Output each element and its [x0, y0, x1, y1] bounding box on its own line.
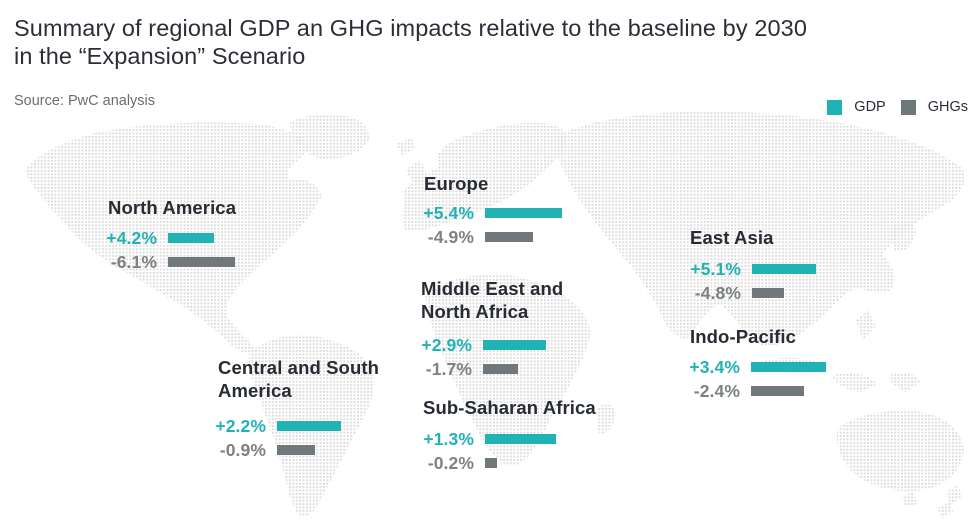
continent-australia [836, 410, 964, 492]
continent-greenland [290, 114, 370, 160]
gdp-value: +4.2% [106, 227, 157, 248]
gdp-row: +5.1% [687, 257, 816, 281]
ghg-row: -6.1% [85, 250, 236, 274]
gdp-bar [483, 340, 546, 350]
title-line-1: Summary of regional GDP an GHG impacts r… [14, 15, 807, 41]
gdp-value: +2.9% [421, 334, 472, 355]
region-north-america: North America +4.2% -6.1% [85, 196, 236, 274]
gdp-row: +3.4% [686, 355, 826, 379]
gdp-swatch-icon [827, 99, 843, 115]
gdp-bar [168, 233, 214, 243]
continent-europe [402, 122, 567, 231]
region-title: Europe [424, 173, 489, 194]
island-tasmania [902, 492, 917, 507]
legend-gdp-label: GDP [854, 99, 886, 115]
ghg-row: -1.7% [418, 357, 581, 381]
gdp-row: +2.2% [212, 414, 386, 438]
region-europe: Europe +5.4% -4.9% [420, 172, 562, 249]
island-madagascar [596, 403, 616, 434]
gdp-bar [751, 362, 826, 372]
gdp-value: +1.3% [423, 428, 474, 449]
region-title: North America [108, 197, 237, 218]
gdp-row: +2.9% [418, 333, 581, 357]
ghg-value: -4.9% [427, 226, 474, 247]
ghg-bar [277, 445, 315, 455]
region-title: Middle East and North Africa [421, 278, 564, 322]
island-iceland [396, 138, 416, 155]
region-title: East Asia [690, 227, 774, 248]
ghg-value: -0.9% [219, 439, 266, 460]
source-note: Source: PwC analysis [14, 93, 156, 109]
island-indonesia-east [832, 373, 878, 392]
continent-asia [555, 111, 965, 346]
region-indo-pacific: Indo-Pacific +3.4% -2.4% [686, 325, 826, 403]
ghg-row: -0.2% [420, 451, 596, 475]
legend-item-gdp: GDP [827, 99, 886, 115]
island-new-zealand-north [946, 485, 962, 505]
ghg-value: -4.8% [694, 282, 741, 303]
region-central-south-america: Central and South America +2.2% -0.9% [212, 356, 386, 462]
gdp-bar [277, 421, 341, 431]
ghg-value: -1.7% [425, 358, 472, 379]
ghg-bar [168, 257, 235, 267]
island-new-guinea [888, 372, 920, 392]
gdp-bar [485, 208, 562, 218]
island-japan [893, 221, 916, 252]
ghg-value: -0.2% [427, 452, 474, 473]
region-east-asia: East Asia +5.1% -4.8% [687, 226, 816, 305]
gdp-row: +1.3% [420, 427, 596, 451]
ghg-swatch-icon [900, 99, 916, 115]
ghg-row: -4.8% [687, 281, 816, 305]
title-line-2: in the “Expansion” Scenario [14, 43, 306, 69]
gdp-value: +5.1% [690, 258, 741, 279]
ghg-row: -2.4% [686, 379, 826, 403]
region-middle-east-north-africa: Middle East and North Africa +2.9% -1.7% [418, 277, 581, 381]
chart-legend: GDP GHGs [827, 99, 968, 115]
region-title: Sub-Saharan Africa [423, 397, 596, 418]
region-sub-saharan-africa: Sub-Saharan Africa +1.3% -0.2% [420, 396, 596, 475]
region-title: Indo-Pacific [690, 326, 797, 347]
ghg-bar [485, 232, 533, 242]
island-philippines [856, 310, 876, 340]
gdp-value: +3.4% [689, 356, 740, 377]
ghg-value: -2.4% [693, 380, 740, 401]
island-uk [405, 160, 427, 184]
legend-ghg-label: GHGs [927, 99, 968, 115]
legend-item-ghg: GHGs [900, 99, 968, 115]
ghg-bar [483, 364, 518, 374]
ghg-bar [752, 288, 784, 298]
gdp-row: +4.2% [85, 226, 236, 250]
ghg-bar [485, 458, 497, 468]
ghg-value: -6.1% [110, 251, 157, 272]
ghg-bar [751, 386, 804, 396]
gdp-bar [485, 434, 556, 444]
ghg-row: -0.9% [212, 438, 386, 462]
gdp-bar [752, 264, 816, 274]
island-new-zealand-south [938, 502, 953, 518]
gdp-row: +5.4% [420, 201, 562, 225]
ghg-row: -4.9% [420, 225, 562, 249]
gdp-value: +2.2% [215, 415, 266, 436]
region-title: Central and South America [218, 357, 380, 401]
page-title: Summary of regional GDP an GHG impacts r… [14, 14, 807, 70]
gdp-value: +5.4% [423, 202, 474, 223]
